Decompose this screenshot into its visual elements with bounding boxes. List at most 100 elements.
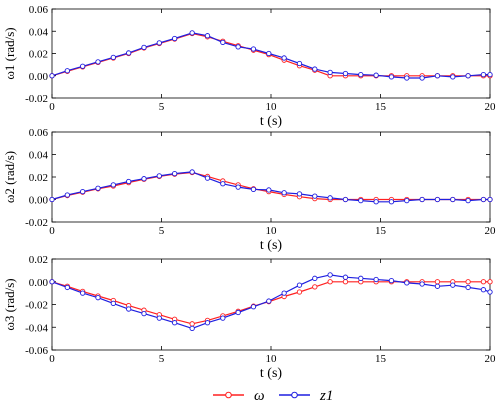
- data-point-z1: [404, 197, 410, 204]
- data-point-z1: [465, 73, 471, 79]
- y-axis-label: ω2 (rad/s): [2, 151, 17, 203]
- y-tick-label: 0.00: [29, 277, 49, 289]
- data-point-omega: [189, 321, 195, 327]
- data-point-z1: [156, 173, 162, 179]
- data-point-z1: [419, 75, 425, 81]
- y-axis-label: ω1 (rad/s): [2, 27, 17, 79]
- data-point-z1: [281, 290, 287, 296]
- data-point-z1: [156, 40, 162, 46]
- data-point-z1: [95, 185, 101, 191]
- data-point-z1: [141, 44, 147, 51]
- data-point-z1: [358, 197, 364, 204]
- x-tick-label: 15: [375, 353, 387, 365]
- data-point-z1: [125, 306, 132, 312]
- data-point-z1: [64, 284, 70, 291]
- data-point-z1: [281, 55, 287, 61]
- data-point-omega: [342, 279, 349, 285]
- y-tick-label: 0.00: [29, 195, 49, 207]
- data-point-z1: [125, 50, 132, 56]
- series-line-omega: [51, 171, 490, 201]
- data-point-z1: [95, 295, 101, 301]
- legend-marker-z1: [291, 391, 298, 399]
- legend-marker-omega: [225, 391, 232, 399]
- x-tick-label: 10: [266, 101, 278, 113]
- data-point-z1: [373, 72, 379, 78]
- data-point-z1: [358, 275, 364, 281]
- x-tick-label: 5: [159, 101, 165, 113]
- data-point-z1: [220, 181, 226, 187]
- data-point-omega: [296, 289, 303, 295]
- chart-panel-3: 0 5 10 15 20 -0.06 -0.04 -0.02 0.00 0.02 t (s) ω3 (…: [2, 254, 496, 381]
- data-point-z1: [204, 320, 211, 326]
- data-point-z1: [388, 74, 395, 80]
- data-point-z1: [266, 187, 272, 193]
- data-point-z1: [342, 70, 349, 77]
- data-point-z1: [141, 310, 147, 317]
- chart-panels: 0 5 10 15 20 -0.02 0.00 0.02 0.04 0.06 t (s) ω1 (ra…: [2, 4, 496, 381]
- y-tick-label: -0.02: [25, 93, 48, 105]
- x-tick-label: 5: [159, 353, 165, 365]
- data-point-z1: [266, 50, 272, 57]
- data-point-z1: [110, 182, 116, 188]
- x-tick-label: 15: [375, 225, 387, 237]
- data-point-z1: [434, 196, 441, 203]
- data-point-z1: [250, 186, 257, 193]
- data-point-z1: [358, 71, 364, 78]
- x-tick-label: 0: [49, 225, 55, 237]
- y-tick-label: 0.04: [29, 26, 49, 38]
- x-tick-label: 20: [485, 101, 497, 113]
- x-tick-label: 10: [266, 225, 278, 237]
- chart-panel-2: 0 5 10 15 20 -0.02 0.00 0.02 0.04 0.06 t (s) ω2 (ra…: [2, 127, 496, 253]
- data-point-z1: [141, 176, 147, 182]
- data-point-z1: [281, 190, 287, 196]
- data-point-z1: [342, 274, 349, 280]
- data-point-z1: [95, 59, 101, 65]
- data-point-z1: [125, 178, 132, 185]
- data-point-z1: [480, 71, 487, 78]
- data-point-z1: [434, 73, 441, 79]
- data-point-z1: [171, 170, 178, 177]
- data-point-z1: [480, 196, 487, 203]
- data-point-z1: [480, 287, 487, 293]
- data-point-z1: [388, 199, 395, 205]
- data-point-z1: [80, 188, 86, 195]
- data-point-z1: [49, 279, 55, 285]
- data-point-z1: [373, 199, 379, 205]
- x-tick-label: 10: [266, 353, 278, 365]
- data-point-z1: [171, 320, 178, 326]
- data-point-z1: [342, 196, 349, 203]
- y-tick-label: 0.04: [29, 150, 49, 162]
- data-point-z1: [296, 191, 303, 197]
- y-tick-label: -0.04: [25, 322, 48, 334]
- data-point-z1: [266, 298, 272, 304]
- x-tick-label: 0: [49, 101, 55, 113]
- data-point-z1: [250, 46, 257, 52]
- data-point-z1: [49, 196, 55, 203]
- y-tick-label: 0.02: [29, 172, 48, 184]
- data-point-z1: [189, 169, 195, 175]
- y-tick-label: 0.00: [29, 71, 49, 83]
- data-point-z1: [110, 300, 116, 307]
- data-point-z1: [450, 196, 456, 203]
- data-point-omega: [480, 279, 487, 285]
- data-point-z1: [450, 74, 456, 80]
- data-point-z1: [80, 290, 86, 296]
- data-point-z1: [487, 71, 493, 78]
- data-point-z1: [327, 195, 333, 201]
- data-point-z1: [171, 35, 178, 42]
- data-point-omega: [312, 284, 318, 290]
- x-tick-label: 15: [375, 101, 387, 113]
- data-point-z1: [404, 280, 410, 286]
- data-point-z1: [296, 282, 303, 288]
- data-point-z1: [64, 192, 70, 198]
- data-point-z1: [204, 175, 211, 181]
- data-point-z1: [156, 315, 162, 321]
- data-point-z1: [204, 33, 211, 39]
- data-point-z1: [220, 315, 226, 321]
- data-point-z1: [487, 196, 493, 203]
- legend-label-z1: z1: [319, 388, 333, 404]
- data-point-z1: [64, 68, 70, 74]
- data-point-z1: [235, 184, 241, 190]
- data-point-z1: [487, 289, 493, 295]
